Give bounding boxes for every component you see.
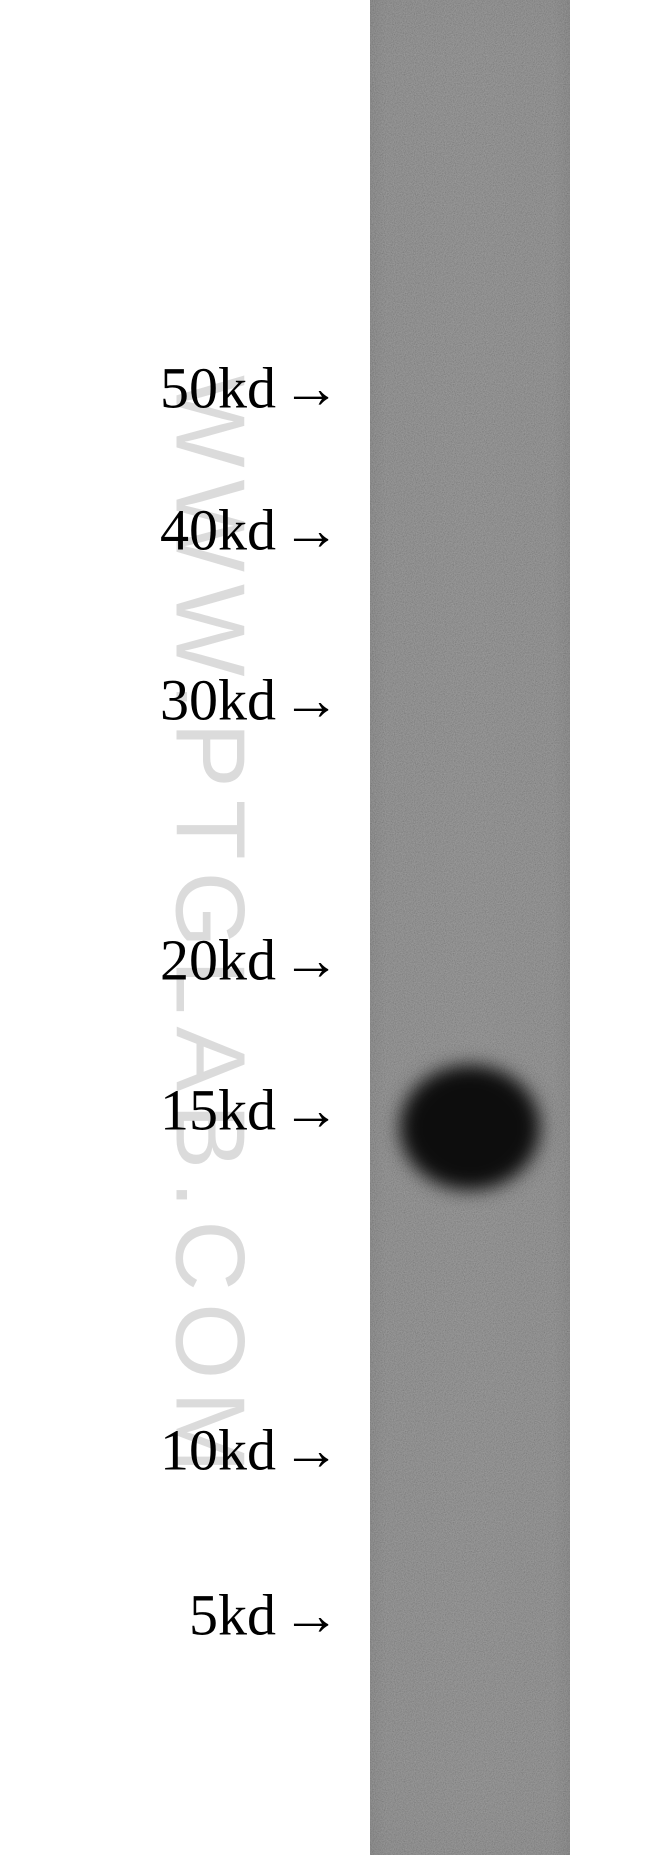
protein-band bbox=[400, 1065, 540, 1190]
marker-50kd: 50kd → bbox=[160, 355, 340, 422]
arrow-icon: → bbox=[282, 1582, 340, 1649]
marker-15kd: 15kd → bbox=[160, 1077, 340, 1144]
marker-40kd: 40kd → bbox=[160, 497, 340, 564]
arrow-icon: → bbox=[282, 667, 340, 734]
marker-label: 40kd bbox=[160, 497, 276, 564]
marker-20kd: 20kd → bbox=[160, 927, 340, 994]
marker-label: 5kd bbox=[189, 1582, 276, 1649]
marker-label: 30kd bbox=[160, 667, 276, 734]
marker-label: 50kd bbox=[160, 355, 276, 422]
arrow-icon: → bbox=[282, 497, 340, 564]
marker-10kd: 10kd → bbox=[160, 1417, 340, 1484]
arrow-icon: → bbox=[282, 1077, 340, 1144]
marker-label: 15kd bbox=[160, 1077, 276, 1144]
arrow-icon: → bbox=[282, 1417, 340, 1484]
marker-5kd: 5kd → bbox=[189, 1582, 340, 1649]
arrow-icon: → bbox=[282, 355, 340, 422]
marker-label: 20kd bbox=[160, 927, 276, 994]
marker-label: 10kd bbox=[160, 1417, 276, 1484]
arrow-icon: → bbox=[282, 927, 340, 994]
western-blot-lane bbox=[370, 0, 570, 1855]
lane-background bbox=[370, 0, 570, 1855]
marker-30kd: 30kd → bbox=[160, 667, 340, 734]
